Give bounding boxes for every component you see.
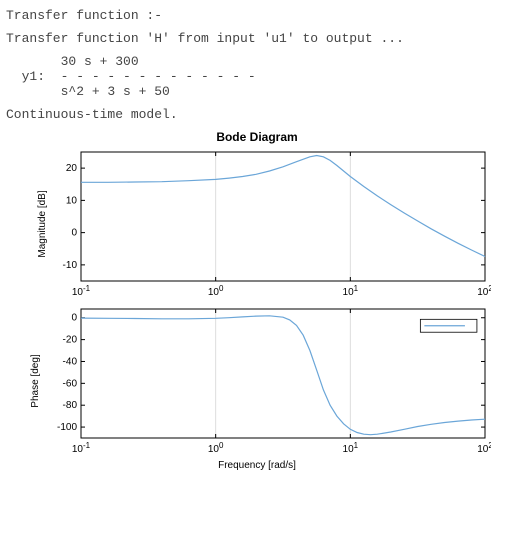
tf-model-type: Continuous-time model. bbox=[6, 107, 508, 122]
svg-text:102: 102 bbox=[477, 441, 491, 455]
tf-heading: Transfer function :- bbox=[6, 8, 508, 23]
svg-text:-80: -80 bbox=[63, 400, 78, 411]
svg-text:-10: -10 bbox=[63, 260, 78, 271]
svg-text:100: 100 bbox=[208, 284, 224, 298]
magnitude-ylabel: Magnitude [dB] bbox=[37, 190, 48, 257]
phase-ylabel: Phase [deg] bbox=[30, 354, 41, 407]
svg-text:-20: -20 bbox=[63, 335, 78, 346]
chart-title: Bode Diagram bbox=[6, 130, 508, 144]
svg-text:-100: -100 bbox=[57, 422, 77, 433]
phase-svg: -100 -80 -60 -40 -20 0 10-1 100 101 102 bbox=[51, 303, 491, 458]
svg-text:10-1: 10-1 bbox=[72, 284, 91, 298]
tf-description: Transfer function 'H' from input 'u1' to… bbox=[6, 31, 508, 46]
svg-text:101: 101 bbox=[343, 284, 359, 298]
svg-text:100: 100 bbox=[208, 441, 224, 455]
svg-text:-60: -60 bbox=[63, 378, 78, 389]
svg-text:0: 0 bbox=[71, 313, 77, 324]
svg-text:102: 102 bbox=[477, 284, 491, 298]
svg-text:0: 0 bbox=[71, 228, 77, 239]
svg-text:10: 10 bbox=[66, 195, 78, 206]
phase-plot: Phase [deg] -100-80-60-40-20010-11001011… bbox=[51, 303, 508, 458]
svg-text:101: 101 bbox=[343, 441, 359, 455]
transfer-function: 30 s + 300 y1: - - - - - - - - - - - - -… bbox=[6, 54, 508, 99]
svg-text:10-1: 10-1 bbox=[72, 441, 91, 455]
svg-text:-40: -40 bbox=[63, 356, 78, 367]
magnitude-plot: Magnitude [dB] -100102010-1100101102 bbox=[51, 146, 508, 301]
svg-text:20: 20 bbox=[66, 163, 78, 174]
frequency-xlabel: Frequency [rad/s] bbox=[6, 460, 508, 471]
magnitude-svg: -10 0 10 20 10-1 100 101 102 bbox=[51, 146, 491, 301]
